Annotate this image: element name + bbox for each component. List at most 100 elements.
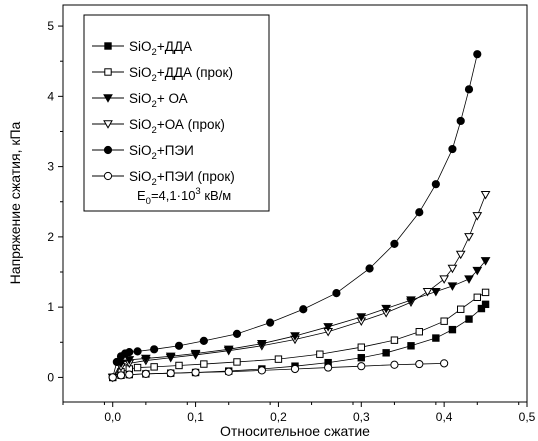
data-point-square: [440, 317, 448, 325]
data-point-square: [200, 360, 208, 368]
x-tick-label: 0,2: [270, 410, 287, 424]
legend: SiO2+ДДА SiO2+ДДА (прок) SiO2+ ОА SiO2+ОА (…: [83, 14, 270, 212]
data-point-circle: [125, 348, 134, 357]
data-point-triangle: [323, 323, 334, 332]
data-point-triangle: [472, 266, 483, 276]
legend-item: SiO2+ДДА: [92, 39, 192, 58]
legend-item: SiO2+ПЭИ (прок): [92, 169, 235, 188]
data-point-circle: [365, 264, 374, 273]
legend-box: [83, 14, 270, 212]
legend-item: SiO2+ПЭИ: [92, 143, 194, 162]
data-point-circle: [174, 341, 184, 350]
data-point-circle: [116, 371, 126, 380]
data-point-circle: [166, 369, 175, 378]
data-point-square: [457, 305, 465, 313]
legend-label: SiO2+ДДА (прок): [129, 65, 233, 84]
legend-label: SiO2+ ОА: [129, 91, 188, 110]
data-point-triangle: [464, 233, 474, 242]
data-point-circle: [103, 171, 113, 181]
y-axis-label: Напряжение сжатия, кПа: [7, 121, 23, 284]
data-point-triangle: [455, 250, 466, 260]
series-layer: [107, 50, 491, 383]
data-point-triangle: [381, 304, 392, 314]
data-point-circle: [199, 336, 208, 345]
data-point-circle: [473, 50, 482, 59]
data-point-triangle: [356, 313, 367, 322]
data-point-square: [357, 343, 365, 351]
data-point-triangle: [190, 349, 201, 359]
y-tick-label: 5: [47, 19, 54, 33]
data-point-circle: [125, 370, 134, 379]
data-point-circle: [357, 362, 366, 371]
data-point-triangle: [290, 332, 300, 341]
data-point-square: [477, 304, 486, 313]
data-point-circle: [133, 347, 142, 356]
y-tick-label: 3: [47, 160, 54, 174]
data-point-square: [104, 42, 112, 50]
data-point-triangle: [480, 257, 491, 266]
data-point-square: [407, 342, 415, 350]
data-point-triangle: [447, 282, 458, 291]
series-triangle-down-open: [107, 191, 491, 383]
data-point-circle: [415, 359, 424, 369]
data-point-square: [390, 336, 399, 344]
plot-frame: [62, 4, 528, 403]
data-point-square: [448, 325, 457, 334]
legend-item: SiO2+ ОА: [92, 91, 188, 110]
data-point-square: [481, 300, 490, 309]
data-point-triangle: [256, 339, 267, 349]
data-point-triangle: [464, 275, 474, 284]
data-point-circle: [390, 360, 399, 369]
data-point-triangle: [439, 275, 450, 284]
data-point-triangle: [447, 264, 458, 274]
data-point-circle: [112, 357, 121, 367]
legend-item: SiO2+ОА (прок): [92, 117, 225, 136]
data-point-triangle: [124, 356, 135, 365]
data-point-circle: [232, 329, 242, 338]
data-point-circle: [440, 359, 449, 368]
legend-label: SiO2+ДДА: [129, 39, 192, 58]
legend-label: SiO2+ПЭИ: [129, 143, 194, 162]
data-point-triangle: [223, 345, 234, 355]
data-point-square: [233, 358, 241, 366]
axis-ticks: 0,0 0,1 0,2 0,3 0,4 0,5 0 1 2 3 4 5: [47, 19, 535, 424]
legend-label: SiO2+ПЭИ (прок): [129, 169, 235, 188]
series-circle-open: [108, 359, 449, 382]
data-point-circle: [324, 363, 333, 372]
y-tick-label: 2: [47, 230, 54, 244]
series-triangle-down-filled: [107, 257, 491, 383]
data-point-square: [175, 361, 183, 370]
data-point-square: [481, 288, 490, 297]
x-tick-label: 0,1: [187, 410, 204, 424]
data-point-circle: [448, 144, 457, 154]
data-point-circle: [299, 305, 308, 314]
data-point-triangle: [430, 287, 441, 297]
y-tick-label: 0: [47, 370, 54, 384]
data-point-circle: [456, 116, 465, 126]
series-line: [112, 260, 486, 378]
y-tick-label: 1: [47, 300, 54, 314]
data-point-square: [104, 68, 112, 76]
y-tick-label: 4: [47, 89, 54, 103]
data-point-circle: [150, 345, 159, 354]
data-point-circle: [257, 366, 266, 375]
data-point-triangle: [140, 354, 151, 364]
data-point-triangle: [406, 296, 416, 305]
data-point-triangle: [480, 191, 491, 200]
data-point-circle: [141, 369, 150, 378]
data-point-square: [133, 363, 142, 372]
data-point-triangle: [472, 212, 483, 221]
data-point-square: [357, 354, 365, 362]
data-point-square: [316, 350, 324, 358]
data-point-circle: [390, 239, 399, 249]
x-tick-label: 0,4: [436, 410, 453, 424]
x-tick-label: 0,0: [104, 410, 121, 424]
series-line: [112, 194, 486, 378]
data-point-triangle: [165, 352, 176, 362]
data-point-square: [150, 363, 158, 371]
data-point-circle: [266, 318, 275, 327]
legend-label: SiO2+ОА (прок): [129, 117, 225, 136]
data-point-square: [382, 349, 390, 357]
data-point-circle: [108, 373, 117, 382]
